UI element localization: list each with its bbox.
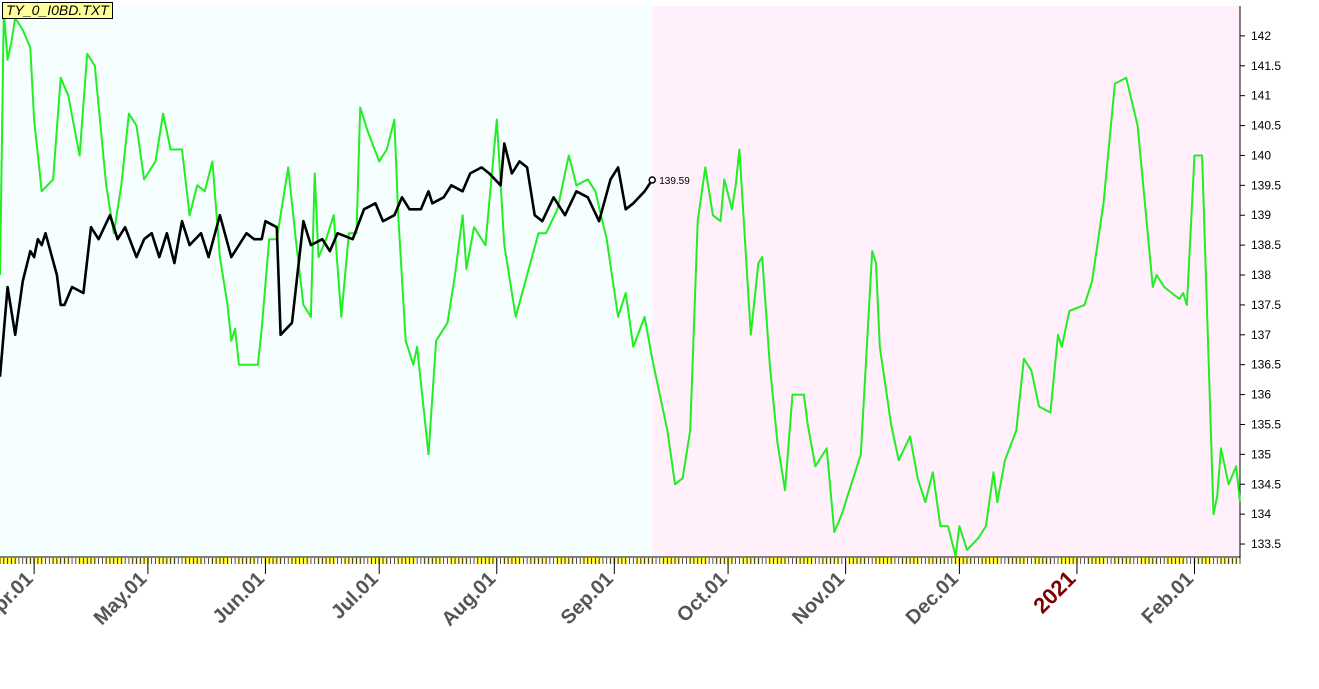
y-tick-label: 138 bbox=[1251, 268, 1271, 282]
x-tick-label: Nov.01 bbox=[788, 568, 849, 629]
y-tick-label: 142 bbox=[1251, 29, 1271, 43]
y-tick-label: 140 bbox=[1251, 148, 1271, 162]
x-day-cell bbox=[0, 558, 2, 564]
y-tick-label: 134 bbox=[1251, 507, 1271, 521]
background-region-0 bbox=[0, 6, 653, 556]
y-tick-label: 136.5 bbox=[1251, 358, 1281, 372]
series-line-0 bbox=[0, 142, 654, 377]
x-tick-label: Sep.01 bbox=[557, 568, 618, 629]
x-tick-label: Jun.01 bbox=[209, 568, 269, 628]
last-value-label: 139.59 bbox=[659, 176, 690, 187]
x-tick-label: Feb.01 bbox=[1138, 568, 1198, 628]
y-tick-label: 136 bbox=[1251, 388, 1271, 402]
y-tick-label: 135 bbox=[1251, 447, 1271, 461]
last-value-marker bbox=[648, 176, 656, 184]
x-tick-label: Apr.01 bbox=[0, 568, 38, 627]
y-tick-label: 139.5 bbox=[1251, 178, 1281, 192]
x-tick-label: Oct.01 bbox=[673, 568, 732, 627]
y-tick-label: 139 bbox=[1251, 208, 1271, 222]
x-tick-label: 2021 bbox=[1028, 566, 1080, 618]
series-line-1 bbox=[0, 11, 1241, 557]
file-name-label: TY_0_I0BD.TXT bbox=[2, 2, 113, 19]
y-tick-label: 137 bbox=[1251, 328, 1271, 342]
y-tick-label: 141 bbox=[1251, 89, 1271, 103]
background-region-1 bbox=[652, 6, 1240, 556]
y-tick-label: 135.5 bbox=[1251, 417, 1281, 431]
x-tick-label: Aug.01 bbox=[438, 568, 501, 631]
x-tick-label: Jul.01 bbox=[327, 568, 383, 624]
x-tick-label: Dec.01 bbox=[902, 568, 963, 629]
y-tick-label: 138.5 bbox=[1251, 238, 1281, 252]
y-tick-label: 133.5 bbox=[1251, 537, 1281, 551]
y-tick-label: 134.5 bbox=[1251, 477, 1281, 491]
y-tick-label: 140.5 bbox=[1251, 119, 1281, 133]
y-tick-label: 137.5 bbox=[1251, 298, 1281, 312]
y-tick-label: 141.5 bbox=[1251, 59, 1281, 73]
x-tick-label: May.01 bbox=[90, 568, 152, 630]
